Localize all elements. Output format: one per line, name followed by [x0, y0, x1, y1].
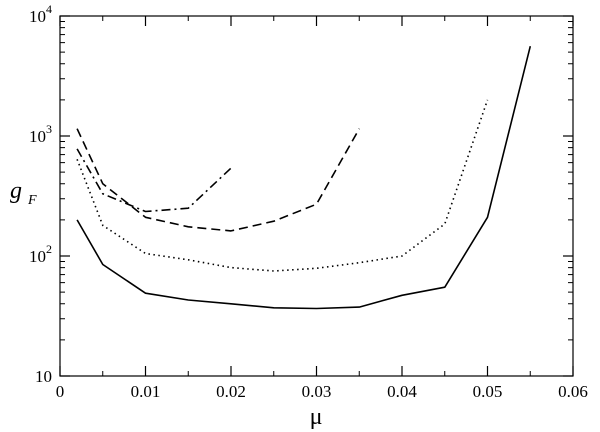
x-tick-label: 0.06	[558, 382, 588, 401]
x-tick-label: 0	[56, 382, 65, 401]
y-axis-ticks: 10 102 103 104	[29, 2, 573, 386]
series-line-dashed	[76, 128, 360, 232]
x-tick-label: 0.01	[131, 382, 161, 401]
y-tick-label: 10	[35, 367, 52, 386]
y-axis-label-sub: F	[27, 193, 37, 208]
y-axis-label-main: g	[10, 178, 22, 204]
y-tick-label: 104	[29, 2, 52, 26]
series-line-dashdot	[76, 148, 232, 213]
y-tick-label: 103	[29, 122, 52, 146]
x-axis-label: μ	[310, 404, 323, 430]
series-line-dotted	[76, 99, 489, 272]
y-axis-label: g F	[10, 178, 37, 208]
x-tick-label: 0.03	[302, 382, 332, 401]
series-group	[76, 46, 532, 310]
x-tick-label: 0.02	[216, 382, 246, 401]
plot-area-frame	[59, 15, 574, 377]
x-tick-label: 0.05	[473, 382, 503, 401]
x-tick-label: 0.04	[387, 382, 417, 401]
y-tick-label: 102	[29, 242, 52, 266]
x-axis-ticks: 0 0.01 0.02 0.03 0.04 0.05 0.06	[56, 16, 588, 401]
series-line-solid	[76, 46, 532, 310]
